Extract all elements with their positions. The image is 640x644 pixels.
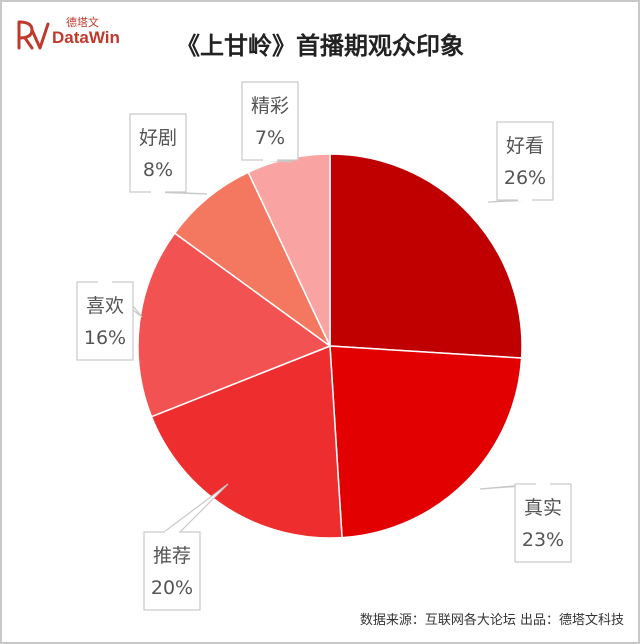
label-box <box>143 531 201 611</box>
slice-percent-label: 26% <box>504 167 546 189</box>
slice-label-6: 精彩 7% <box>241 81 299 163</box>
pie-slice-4 <box>137 232 332 418</box>
slice-percent-label: 7% <box>255 127 285 149</box>
slice-percent-label: 8% <box>143 159 173 181</box>
slice-category-label: 好看 <box>506 135 544 157</box>
datawin-logo-icon <box>17 20 50 50</box>
slice-percent-label: 23% <box>522 529 564 551</box>
slice-label-2: 真实 23% <box>479 483 572 563</box>
pie-slice-1 <box>329 153 523 359</box>
brand-name-en: DataWin <box>52 28 120 47</box>
leader-line <box>163 483 229 533</box>
slice-percent-label: 20% <box>151 577 193 599</box>
pie-slice-3 <box>150 344 343 539</box>
slice-category-label: 推荐 <box>153 545 191 567</box>
source-footer: 数据来源：互联网各大论坛 出品：德塔文科技 <box>359 613 624 628</box>
label-box <box>129 113 187 193</box>
slice-label-1: 好看 26% <box>487 121 554 203</box>
slice-category-label: 喜欢 <box>86 295 124 317</box>
label-box <box>514 483 572 563</box>
label-box <box>496 121 554 201</box>
pie-slice-5 <box>173 171 331 347</box>
label-box <box>241 81 299 161</box>
slice-category-label: 真实 <box>524 497 562 519</box>
slice-label-4: 喜欢 16% <box>76 281 143 361</box>
brand-name-cn: 德塔文 <box>66 16 99 29</box>
slice-category-label: 精彩 <box>251 95 289 117</box>
label-box <box>76 281 134 361</box>
pie-slice-2 <box>329 345 523 539</box>
slice-label-3: 推荐 20% <box>143 483 229 611</box>
chart-title: 《上甘岭》首播期观众印象 <box>176 32 464 60</box>
slice-percent-label: 16% <box>84 327 126 349</box>
slice-category-label: 好剧 <box>139 127 177 149</box>
brand-logo: 德塔文 DataWin <box>16 14 126 54</box>
slice-label-5: 好剧 8% <box>129 113 208 195</box>
